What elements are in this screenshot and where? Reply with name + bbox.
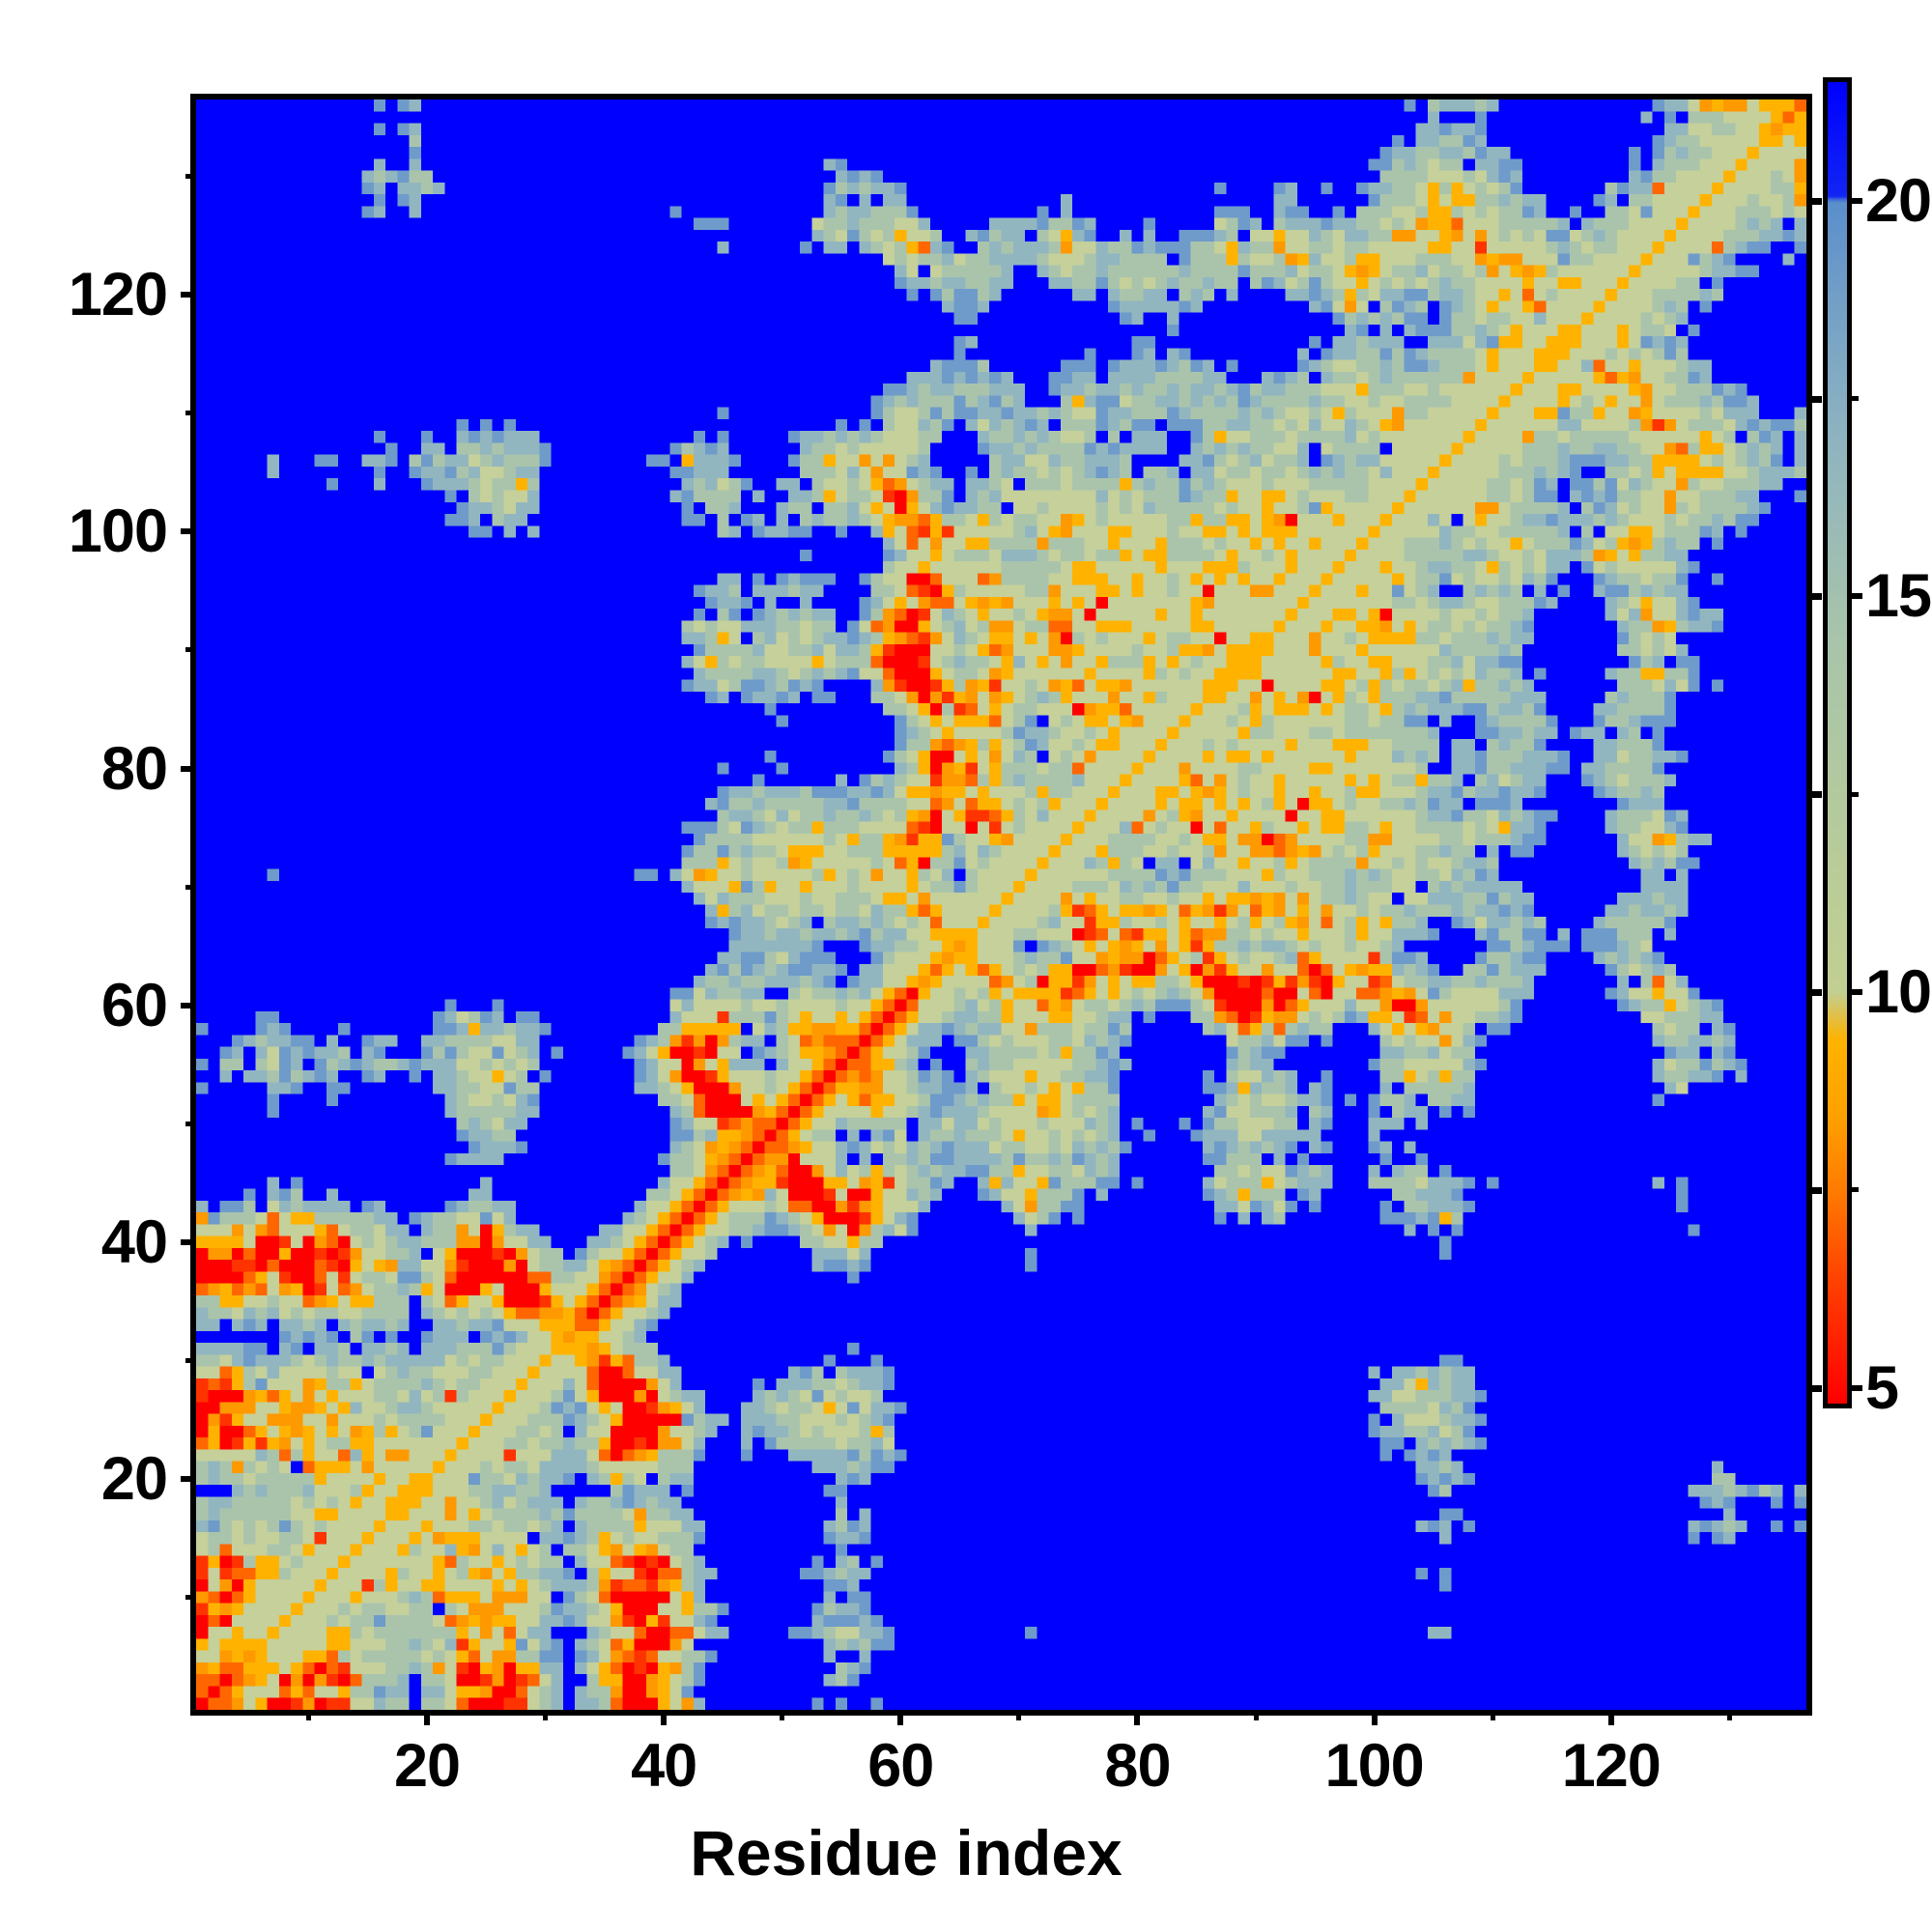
colorbar — [1823, 77, 1852, 1408]
x-tick-40 — [661, 1710, 668, 1725]
x-minor-tick-30 — [543, 1710, 549, 1720]
colorbar-tick-label-10: 10 — [1865, 958, 1932, 1027]
y-tick-100 — [181, 528, 196, 535]
colorbar-minor-tick-17-5 — [1850, 396, 1859, 402]
y-tick-label-120: 120 — [68, 261, 168, 329]
y-minor-tick-30 — [185, 1357, 196, 1363]
x-tick-label-120: 120 — [1561, 1732, 1662, 1800]
x-tick-80 — [1134, 1710, 1141, 1725]
y-minor-tick-130 — [185, 174, 196, 180]
colorbar-tick-10 — [1850, 989, 1862, 996]
plot-right-tick-17-5 — [1806, 395, 1822, 403]
x-tick-label-40: 40 — [631, 1732, 697, 1800]
x-minor-tick-70 — [1016, 1710, 1022, 1720]
plot-right-tick-15 — [1806, 593, 1822, 601]
y-minor-tick-70 — [185, 884, 196, 890]
colorbar-minor-tick-7-5 — [1850, 1187, 1859, 1193]
colorbar-tick-20 — [1850, 197, 1862, 204]
heatmap-plot-area — [190, 94, 1812, 1716]
y-tick-80 — [181, 765, 196, 772]
colorbar-tick-label-15: 15 — [1865, 562, 1932, 631]
y-tick-label-40: 40 — [100, 1208, 168, 1276]
colorbar-minor-tick-12-5 — [1850, 791, 1859, 797]
x-tick-60 — [897, 1710, 904, 1725]
y-minor-tick-10 — [185, 1595, 196, 1601]
plot-right-tick-10 — [1806, 989, 1822, 997]
plot-right-tick-7-5 — [1806, 1186, 1822, 1194]
distance-matrix-heatmap — [196, 99, 1806, 1710]
y-tick-label-60: 60 — [100, 971, 168, 1039]
y-minor-tick-110 — [185, 411, 196, 416]
colorbar-tick-label-5: 5 — [1865, 1353, 1899, 1422]
y-tick-60 — [181, 1002, 196, 1009]
y-tick-40 — [181, 1238, 196, 1245]
x-minor-tick-10 — [305, 1710, 311, 1720]
x-axis-title: Residue index — [690, 1817, 1122, 1889]
x-tick-label-100: 100 — [1324, 1732, 1425, 1800]
y-minor-tick-90 — [185, 647, 196, 653]
x-minor-tick-110 — [1490, 1710, 1495, 1720]
colorbar-gradient — [1828, 82, 1847, 1404]
x-minor-tick-130 — [1726, 1710, 1732, 1720]
colorbar-tick-15 — [1850, 593, 1862, 600]
colorbar-tick-5 — [1850, 1384, 1862, 1391]
x-tick-label-20: 20 — [393, 1732, 461, 1800]
x-tick-100 — [1371, 1710, 1378, 1725]
x-tick-120 — [1607, 1710, 1614, 1725]
y-tick-label-80: 80 — [100, 734, 168, 803]
y-tick-120 — [181, 292, 196, 298]
y-minor-tick-50 — [185, 1121, 196, 1126]
colorbar-tick-label-20: 20 — [1865, 166, 1932, 235]
x-minor-tick-50 — [780, 1710, 785, 1720]
x-tick-20 — [424, 1710, 431, 1725]
x-tick-label-60: 60 — [867, 1732, 934, 1800]
plot-right-tick-5 — [1806, 1384, 1822, 1392]
plot-right-tick-20 — [1806, 197, 1822, 205]
y-tick-label-20: 20 — [100, 1444, 168, 1513]
plot-right-tick-12-5 — [1806, 791, 1822, 799]
y-tick-label-100: 100 — [68, 497, 168, 566]
y-tick-20 — [181, 1475, 196, 1482]
x-minor-tick-90 — [1253, 1710, 1259, 1720]
x-tick-label-80: 80 — [1104, 1732, 1171, 1800]
